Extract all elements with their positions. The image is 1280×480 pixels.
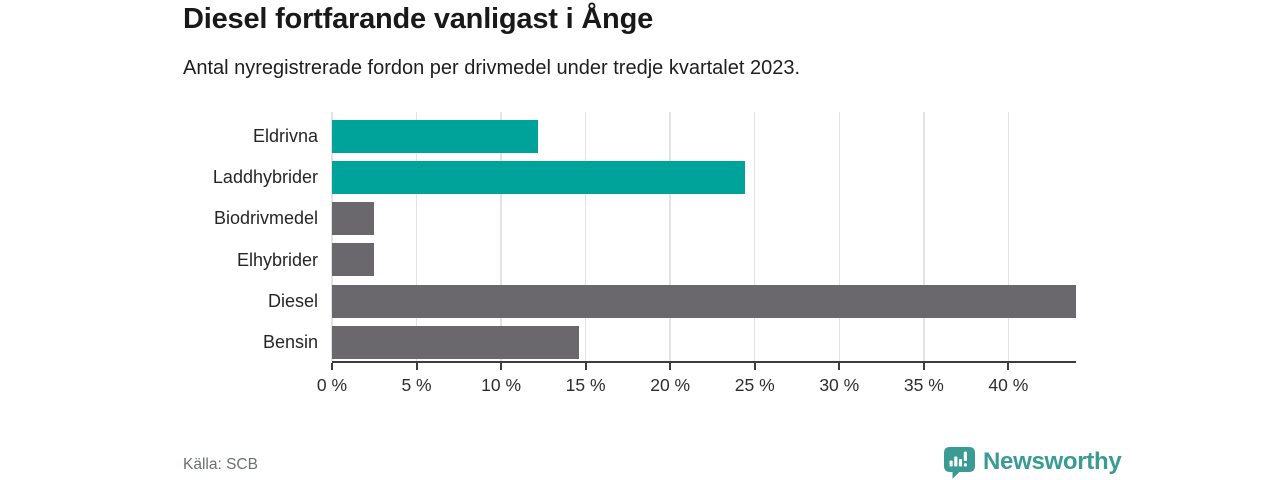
axis-tick (1007, 363, 1010, 370)
chart-title: Diesel fortfarande vanligast i Ånge (183, 3, 654, 35)
category-label: Bensin (262, 331, 318, 352)
brand-logo-link[interactable]: Newsworthy (943, 446, 1122, 479)
axis-tick (500, 363, 503, 370)
newsworthy-chart-bubble-icon (943, 446, 976, 479)
gridline (753, 112, 756, 361)
bar-series (332, 116, 1076, 363)
axis-tick-label: 35 % (903, 375, 944, 395)
axis-tick-label: 20 % (650, 375, 691, 395)
axis-tick-label: 25 % (734, 375, 775, 395)
axis-tick-label: 15 % (565, 375, 606, 395)
axis-tick (922, 363, 925, 370)
gridline (331, 112, 333, 361)
bar-row (332, 239, 1076, 280)
axis-tick-label: 40 % (988, 375, 1029, 395)
category-axis-labels: Eldrivna Laddhybrider Biodrivmedel Elhybrid… (0, 116, 318, 363)
category-label: Laddhybrider (212, 167, 318, 188)
brand-wordmark: Newsworthy (983, 448, 1122, 475)
gridline (669, 112, 671, 361)
bar-eldrivna (332, 120, 539, 153)
axis-tick-label: 10 % (481, 375, 522, 395)
bar-diesel (332, 284, 1076, 318)
x-axis-line (332, 361, 1076, 363)
axis-tick-label: 30 % (819, 375, 860, 395)
bar-elhybrider (332, 243, 375, 277)
axis-tick (753, 363, 756, 370)
category-label: Biodrivmedel (213, 208, 318, 229)
gridline (500, 112, 502, 361)
chart-subtitle: Antal nyregistrerade fordon per drivmede… (183, 57, 801, 79)
source-label: Källa: SCB (183, 456, 258, 473)
bar-row (332, 281, 1076, 322)
axis-tick-label: 5 % (401, 375, 432, 395)
bar-bensin (332, 325, 579, 359)
gridline (415, 112, 418, 361)
category-label: Diesel (267, 290, 318, 311)
plot-area: 0 % 5 % 10 % 15 % 20 % 25 % 30 % 35 % 40 % (317, 112, 1076, 395)
category-label: Elhybrider (236, 249, 318, 270)
bar-row (332, 322, 1076, 363)
bar-biodrivmedel (332, 202, 375, 236)
axis-tick-label: 0 % (316, 375, 348, 395)
gridline (923, 112, 925, 361)
gridline (1007, 112, 1010, 361)
axis-tick (584, 363, 587, 370)
gridline (838, 112, 841, 361)
bar-row (332, 198, 1076, 239)
axis-tick (669, 363, 672, 370)
axis-tick (838, 363, 841, 370)
category-label: Eldrivna (252, 126, 318, 147)
axis-tick (415, 363, 418, 370)
bar-row (332, 157, 1076, 198)
gridline (584, 112, 587, 361)
bar-laddhybrider (332, 161, 745, 195)
bar-row (332, 116, 1076, 157)
axis-tick (331, 363, 333, 370)
